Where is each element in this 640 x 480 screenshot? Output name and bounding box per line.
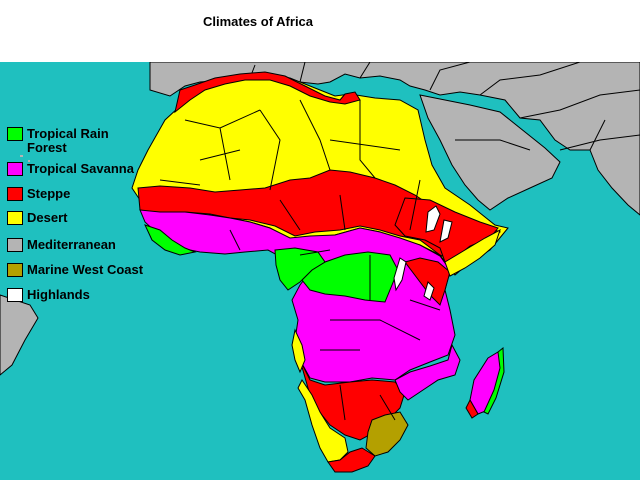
legend-label: Marine West Coast xyxy=(27,262,144,277)
map-title: Climates of Africa xyxy=(202,14,314,29)
legend-swatch xyxy=(7,211,23,225)
steppe-north-coast xyxy=(174,71,361,114)
legend-swatch xyxy=(7,187,23,201)
marine-west-coast-sa xyxy=(365,411,409,457)
country-borders xyxy=(159,99,441,421)
legend-item-highlands: Highlands xyxy=(7,288,90,302)
steppe-cape xyxy=(327,447,376,473)
legend-swatch xyxy=(7,238,23,252)
legend-swatch xyxy=(7,263,23,277)
yellow-horn-coast xyxy=(444,228,501,277)
island xyxy=(20,155,23,157)
highlands-rift-2 xyxy=(423,281,435,301)
desert-namib-coast xyxy=(291,328,306,374)
legend-label: Highlands xyxy=(27,287,90,302)
highlands-rift xyxy=(393,257,407,292)
legend-label: Tropical Rain Forest xyxy=(27,126,109,155)
legend-label: Mediterranean xyxy=(27,237,116,252)
legend-item-tropical-savanna: Tropical Savanna xyxy=(7,162,134,176)
rainforest-gulf-guinea xyxy=(274,247,326,291)
legend-label: Tropical Savanna xyxy=(27,161,134,176)
africa-climate-map xyxy=(0,62,640,480)
legend-label: Steppe xyxy=(27,186,71,201)
europe-borders xyxy=(249,62,640,151)
rainforest-congo xyxy=(301,251,399,303)
island xyxy=(28,160,30,162)
legend-swatch xyxy=(7,162,23,176)
legend-item-steppe: Steppe xyxy=(7,187,70,201)
legend-item-marine-west-coast: Marine West Coast xyxy=(7,263,143,277)
madagascar-rainforest xyxy=(483,346,505,415)
highlands-ethiopia-2 xyxy=(439,219,453,243)
legend-swatch xyxy=(7,288,23,302)
madagascar-steppe xyxy=(465,398,479,419)
legend-item-tropical-rain-forest: Tropical Rain Forest xyxy=(7,127,109,155)
legend-item-desert: Desert xyxy=(7,211,67,225)
highlands-ethiopia xyxy=(425,205,441,233)
steppe-east xyxy=(404,257,451,306)
legend-item-mediterranean: Mediterranean xyxy=(7,238,116,252)
legend-label: Desert xyxy=(27,210,68,225)
savanna-southeast xyxy=(394,343,461,401)
arabia-land xyxy=(419,94,561,211)
legend-swatch xyxy=(7,127,23,141)
rainforest-west xyxy=(144,224,197,256)
